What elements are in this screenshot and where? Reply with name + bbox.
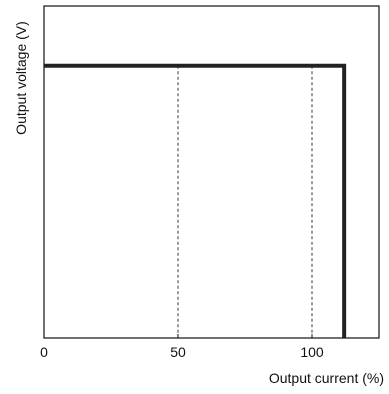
- y-axis-label-wrap: Output voltage (V): [0, 0, 40, 340]
- plot-frame: [43, 5, 380, 339]
- reference-lines: [177, 65, 313, 338]
- x-tick-label: 0: [40, 344, 48, 360]
- x-tick-label: 50: [170, 344, 186, 360]
- series-line-0: [44, 63, 347, 338]
- x-tick-label: 100: [300, 344, 324, 360]
- y-axis-label: Output voltage (V): [13, 21, 29, 135]
- x-axis-label: Output current (%): [268, 370, 384, 386]
- x-ticks: [43, 334, 313, 338]
- series-group: [44, 63, 347, 338]
